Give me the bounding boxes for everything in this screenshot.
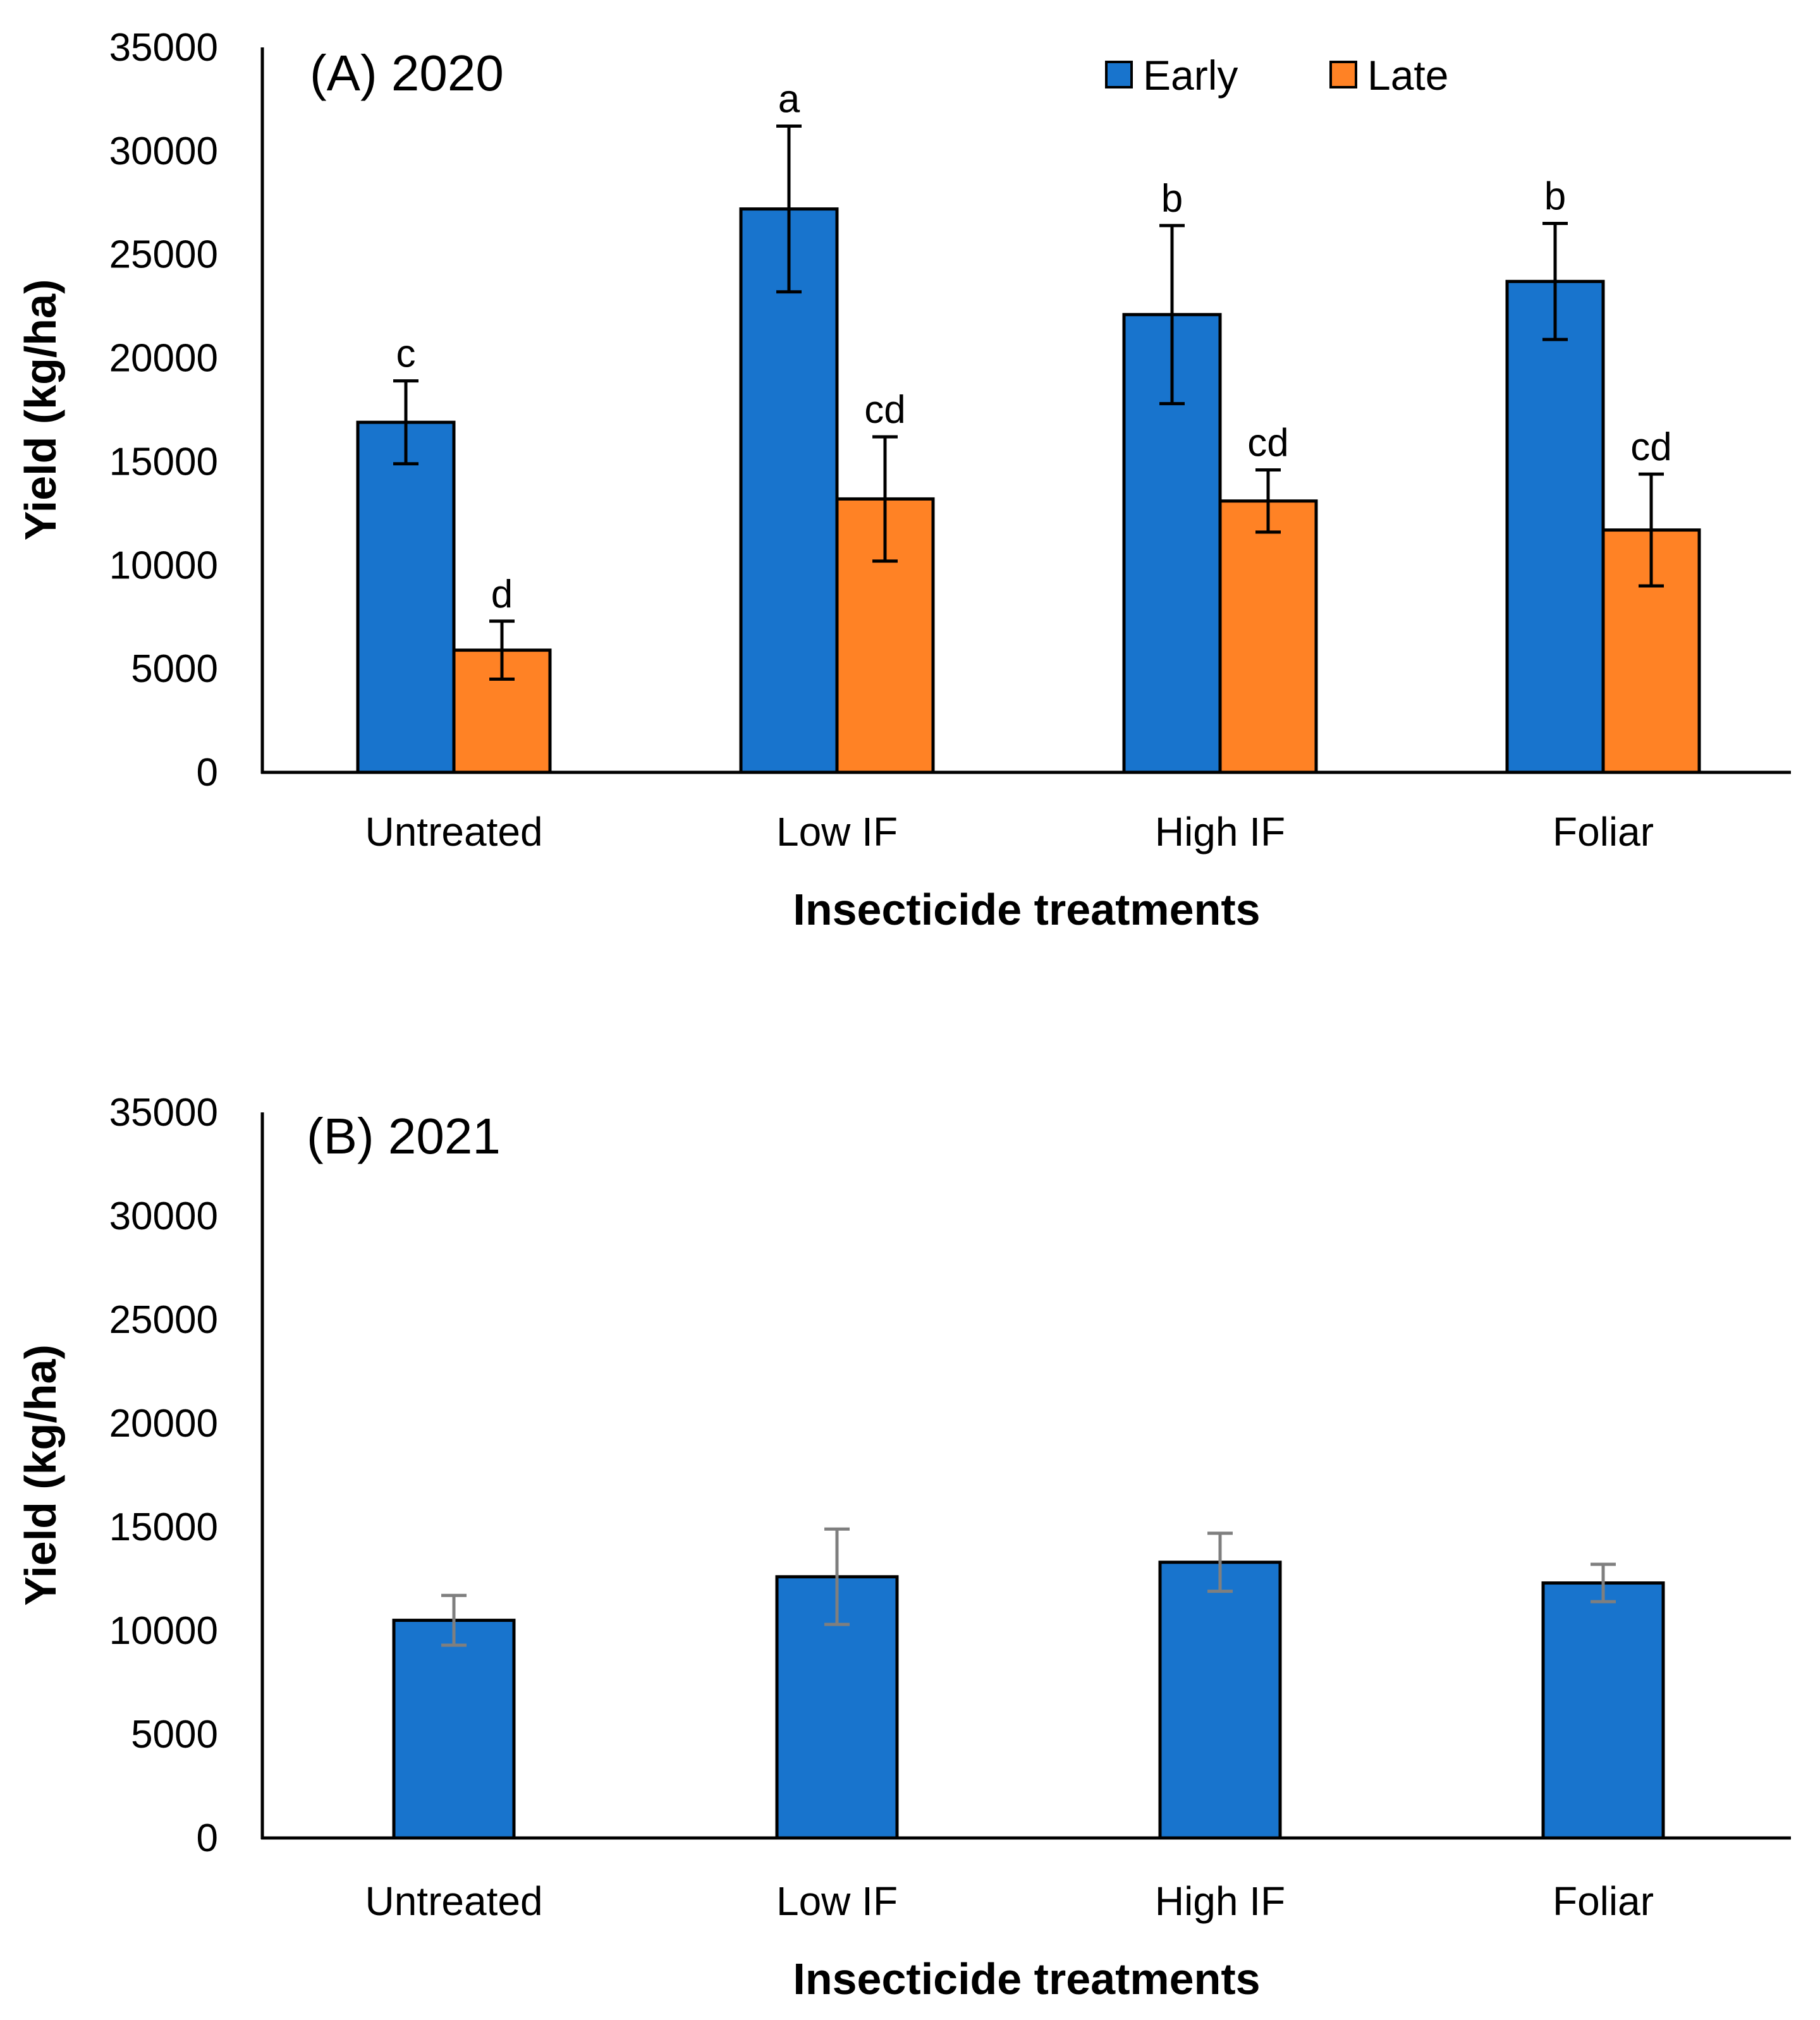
panel-title: (A) 2020 — [310, 45, 504, 101]
x-category-label: High IF — [1155, 809, 1285, 855]
x-axis-title: Insecticide treatments — [793, 885, 1260, 934]
significance-label: cd — [1247, 422, 1288, 465]
bar — [1505, 279, 1605, 774]
bar — [1218, 499, 1318, 774]
y-tick-label: 0 — [197, 751, 218, 794]
y-tick-label: 35000 — [109, 1091, 218, 1135]
y-tick-label: 10000 — [109, 544, 218, 587]
panel-b-2021: (B) 2021 0 5000 10000 15000 20000 25000 30000 35… — [16, 1091, 1791, 2004]
y-tick-label: 15000 — [109, 440, 218, 484]
significance-label: cd — [1630, 425, 1671, 469]
x-category-label: Foliar — [1553, 1878, 1654, 1924]
bar — [1541, 1581, 1665, 1840]
panel-a-2020: (A) 2020 0 5000 10000 15000 20000 25000 30000 35… — [16, 26, 1791, 934]
y-tick-label: 30000 — [109, 130, 218, 173]
y-axis-title: Yield (kg/ha) — [16, 1344, 65, 1606]
legend-swatch — [1105, 61, 1133, 88]
x-category-label: Untreated — [365, 1878, 542, 1924]
bar — [739, 207, 839, 774]
y-axis-title: Yield (kg/ha) — [16, 279, 65, 541]
x-category-label: Low IF — [776, 809, 898, 855]
panel-title: (B) 2021 — [307, 1108, 501, 1164]
x-category-label: Untreated — [365, 809, 542, 855]
bar — [356, 420, 456, 774]
x-category-label: Low IF — [776, 1878, 898, 1924]
legend-label: Late — [1367, 52, 1448, 99]
y-tick-label: 25000 — [109, 1298, 218, 1342]
y-tick-label: 10000 — [109, 1609, 218, 1653]
significance-label: a — [778, 78, 800, 121]
x-axis-title: Insecticide treatments — [793, 1954, 1260, 2004]
legend-swatch — [1329, 61, 1357, 88]
y-tick-label: 20000 — [109, 337, 218, 380]
y-tick-label: 15000 — [109, 1506, 218, 1549]
y-tick-label: 20000 — [109, 1402, 218, 1445]
bar — [1158, 1561, 1282, 1840]
y-tick-label: 5000 — [131, 1713, 218, 1756]
y-tick-label: 35000 — [109, 26, 218, 70]
x-category-label: High IF — [1155, 1878, 1285, 1924]
significance-label: cd — [864, 388, 905, 432]
y-tick-label: 0 — [197, 1816, 218, 1860]
x-category-label: Foliar — [1553, 809, 1654, 855]
y-tick-label: 25000 — [109, 233, 218, 277]
significance-label: b — [1161, 177, 1183, 221]
significance-label: d — [491, 573, 513, 616]
significance-label: c — [396, 332, 416, 376]
legend-label: Early — [1143, 52, 1238, 99]
y-tick-label: 5000 — [131, 647, 218, 691]
y-tick-label: 30000 — [109, 1195, 218, 1238]
bar — [392, 1619, 516, 1840]
significance-label: b — [1544, 175, 1566, 219]
